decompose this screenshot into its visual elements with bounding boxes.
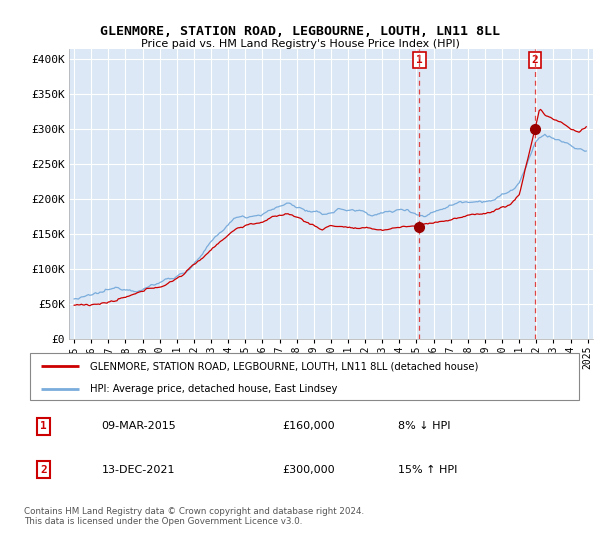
Text: 09-MAR-2015: 09-MAR-2015 bbox=[101, 421, 176, 431]
Text: 13-DEC-2021: 13-DEC-2021 bbox=[101, 465, 175, 475]
Text: £160,000: £160,000 bbox=[283, 421, 335, 431]
Text: 2: 2 bbox=[40, 465, 47, 475]
Text: 2: 2 bbox=[532, 55, 538, 65]
Text: Contains HM Land Registry data © Crown copyright and database right 2024.
This d: Contains HM Land Registry data © Crown c… bbox=[24, 507, 364, 526]
Text: 1: 1 bbox=[416, 55, 423, 65]
FancyBboxPatch shape bbox=[30, 353, 579, 400]
Text: GLENMORE, STATION ROAD, LEGBOURNE, LOUTH, LN11 8LL (detached house): GLENMORE, STATION ROAD, LEGBOURNE, LOUTH… bbox=[91, 361, 479, 371]
Text: HPI: Average price, detached house, East Lindsey: HPI: Average price, detached house, East… bbox=[91, 384, 338, 394]
Text: 8% ↓ HPI: 8% ↓ HPI bbox=[398, 421, 451, 431]
Text: £300,000: £300,000 bbox=[283, 465, 335, 475]
Text: 15% ↑ HPI: 15% ↑ HPI bbox=[398, 465, 457, 475]
Text: GLENMORE, STATION ROAD, LEGBOURNE, LOUTH, LN11 8LL: GLENMORE, STATION ROAD, LEGBOURNE, LOUTH… bbox=[100, 25, 500, 38]
Text: Price paid vs. HM Land Registry's House Price Index (HPI): Price paid vs. HM Land Registry's House … bbox=[140, 39, 460, 49]
Text: 1: 1 bbox=[40, 421, 47, 431]
